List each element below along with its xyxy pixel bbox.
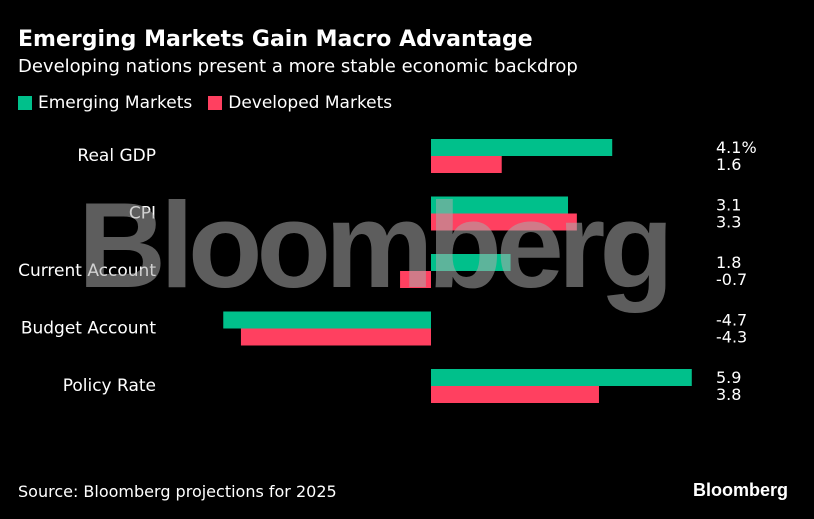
value-label-developed-real-gdp: 1.6 [716,155,741,174]
value-label-developed-cpi: 3.3 [716,213,741,232]
category-label-cpi: CPI [129,204,156,224]
bar-developed-real-gdp [431,156,502,173]
legend-label-emerging: Emerging Markets [38,93,193,113]
value-label-emerging-cpi: 3.1 [716,196,741,215]
value-label-emerging-real-gdp: 4.1% [716,138,757,157]
bar-developed-policy-rate [431,386,599,403]
value-label-developed-current-account: -0.7 [716,270,747,289]
value-label-developed-policy-rate: 3.8 [716,385,741,404]
value-label-developed-budget-account: -4.3 [716,328,747,347]
bloomberg-logo: Bloomberg [692,480,788,500]
bar-developed-budget-account [240,328,431,346]
chart-title: Emerging Markets Gain Macro Advantage [18,27,533,52]
legend-label-developed: Developed Markets [228,93,393,113]
bar-emerging-budget-account [223,311,431,329]
legend-swatch-developed [208,96,223,110]
category-label-budget-account: Budget Account [21,319,157,339]
category-label-current-account: Current Account [18,261,156,281]
bar-developed-cpi [431,213,577,231]
category-label-policy-rate: Policy Rate [63,376,156,396]
bar-emerging-policy-rate [431,369,692,386]
legend-item-developed: Developed Markets [208,93,392,113]
chart-subtitle: Developing nations present a more stable… [18,56,578,77]
category-label-real-gdp: Real GDP [77,146,156,166]
bar-emerging-current-account [431,254,511,271]
legend-item-emerging: Emerging Markets [18,93,192,113]
value-label-emerging-policy-rate: 5.9 [716,368,741,387]
legend-swatch-emerging [18,96,32,110]
value-label-emerging-current-account: 1.8 [716,253,741,272]
bar-developed-current-account [400,271,431,288]
source-note: Source: Bloomberg projections for 2025 [18,482,337,501]
bar-emerging-real-gdp [431,139,613,156]
value-label-emerging-budget-account: -4.7 [716,311,747,330]
chart-legend: Emerging Markets Developed Markets [18,93,408,113]
bar-emerging-cpi [431,196,569,214]
